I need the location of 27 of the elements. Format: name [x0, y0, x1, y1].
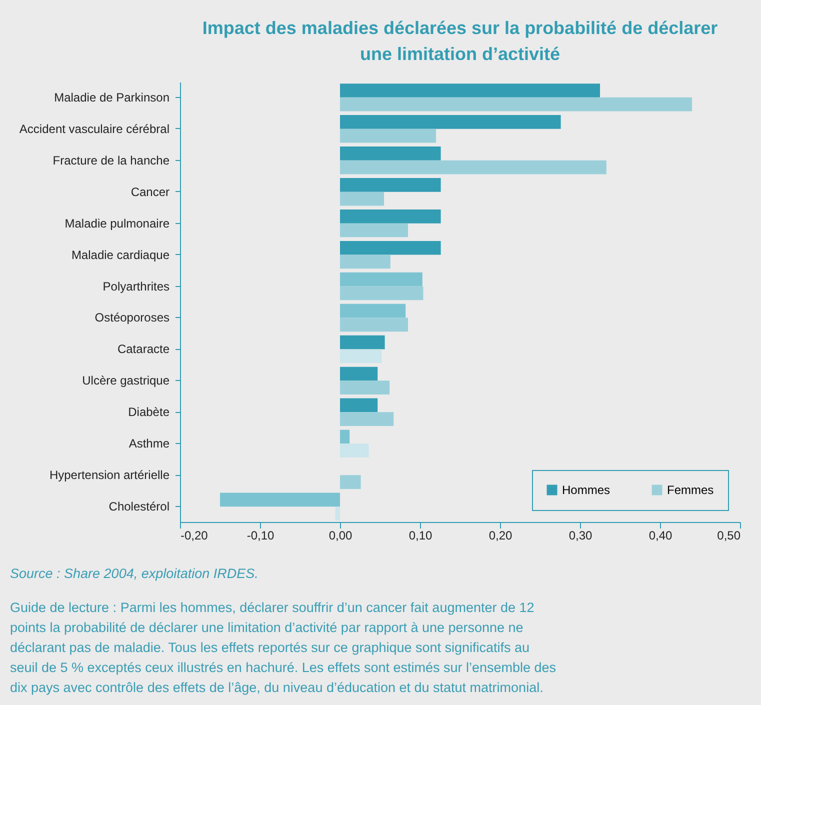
- y-tick-label: Polyarthrites: [102, 279, 170, 294]
- y-tick-label: Hypertension artérielle: [49, 468, 170, 482]
- x-tick-label: 0,50: [717, 528, 741, 542]
- x-tick-label: 0,10: [408, 528, 432, 542]
- text: Guide de lecture : Parmi les hommes, déclarer souffrir d’un cancer fait augmenter de 12 points la probabilité de déclarer une limitation d’activité par rapport à une personne ne déclarant pas de maladie. Tous les effets reportés sur ce graphique sont significatifs au seuil de 5 % exceptés ceux illustrés en hachuré. Les effets sont estimés sur l’ensemble des dix pays avec contrôle des effets de l’âge, du niveau d’éducation et du statut matrimonial.: [10, 600, 556, 695]
- x-tick-label: 0,40: [648, 528, 672, 542]
- y-tick-label: Cancer: [130, 184, 170, 199]
- legend-label: Femmes: [667, 483, 714, 497]
- y-tick-label: Cholestérol: [108, 500, 170, 514]
- legend-label: Hommes: [562, 483, 610, 497]
- x-tick-label: -0,10: [246, 528, 274, 542]
- source-note: Source : Share 2004, exploitation IRDES.: [10, 566, 258, 581]
- y-tick-label: Asthme: [128, 436, 170, 451]
- y-tick-label: Maladie de Parkinson: [54, 90, 170, 104]
- x-tick-label: -0,20: [180, 528, 208, 542]
- y-tick-label: Ulcère gastrique: [82, 374, 170, 388]
- y-tick-label: Diabète: [128, 405, 170, 420]
- y-tick-label: Maladie pulmonaire: [64, 216, 170, 230]
- y-tick-label: Cataracte: [117, 342, 170, 356]
- y-tick-label: Fracture de la hanche: [52, 153, 170, 168]
- chart-title: Impact des maladies déclarées sur la probabilité de déclarer une limitation d’activité: [202, 18, 718, 64]
- x-tick-label: 0,00: [328, 528, 352, 542]
- y-tick-label: Ostéoporoses: [94, 310, 170, 325]
- x-tick-label: 0,20: [488, 528, 512, 542]
- y-tick-label: Accident vasculaire cérébral: [19, 122, 170, 136]
- x-tick-label: 0,30: [568, 528, 592, 542]
- y-tick-label: Maladie cardiaque: [71, 248, 170, 262]
